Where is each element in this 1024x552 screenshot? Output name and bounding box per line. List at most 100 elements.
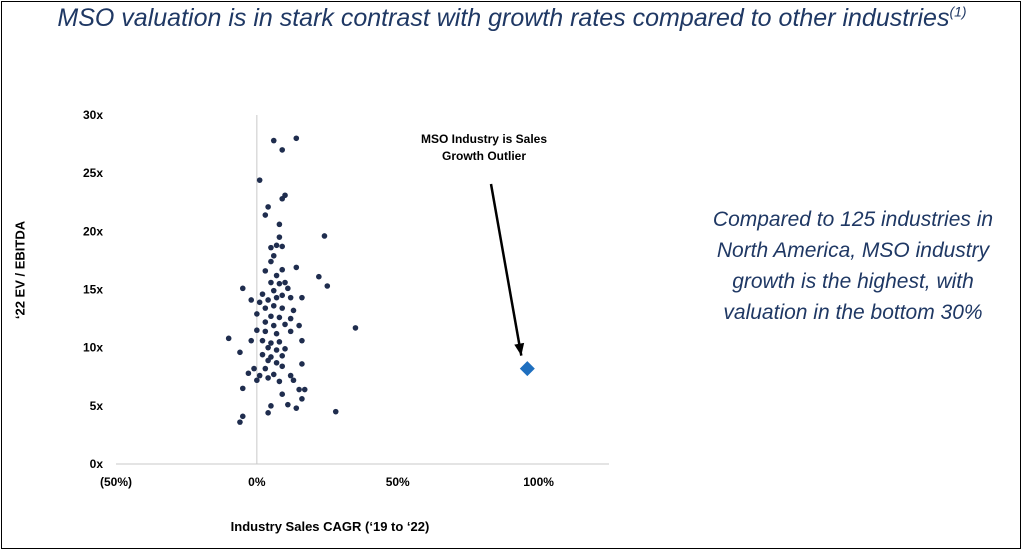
scatter-point bbox=[254, 311, 260, 317]
scatter-point bbox=[265, 410, 271, 416]
annotation-arrowhead bbox=[514, 342, 525, 356]
scatter-point bbox=[276, 314, 283, 321]
scatter-point bbox=[259, 337, 266, 344]
scatter-point bbox=[285, 401, 291, 408]
scatter-point bbox=[254, 327, 260, 334]
scatter-point bbox=[352, 325, 359, 331]
scatter-point bbox=[296, 386, 302, 393]
scatter-point bbox=[321, 233, 328, 239]
slide-title-text: MSO valuation is in stark contrast with … bbox=[57, 4, 950, 32]
scatter-point bbox=[265, 357, 271, 364]
scatter-point bbox=[299, 294, 305, 301]
scatter-point bbox=[237, 419, 243, 425]
scatter-point bbox=[245, 370, 252, 377]
x-tick-label: 50% bbox=[386, 475, 410, 489]
scatter-point bbox=[256, 299, 263, 306]
scatter-point bbox=[270, 137, 277, 144]
outlier-point bbox=[519, 361, 535, 377]
x-tick-label: 100% bbox=[523, 475, 554, 489]
scatter-point bbox=[279, 363, 286, 370]
scatter-point bbox=[256, 372, 263, 379]
scatter-point bbox=[270, 371, 277, 378]
scatter-point bbox=[225, 335, 232, 342]
y-tick-label: 10x bbox=[83, 341, 103, 355]
scatter-point bbox=[279, 266, 286, 273]
scatter-point bbox=[279, 292, 286, 299]
scatter-point bbox=[251, 365, 257, 372]
scatter-point bbox=[239, 385, 246, 392]
scatter-point bbox=[262, 365, 269, 372]
scatter-point bbox=[273, 347, 280, 353]
scatter-point bbox=[239, 413, 246, 420]
y-tick-label: 15x bbox=[83, 283, 103, 297]
scatter-point bbox=[279, 243, 286, 250]
scatter-point bbox=[259, 291, 266, 297]
y-tick-label: 25x bbox=[83, 166, 103, 180]
scatter-point bbox=[276, 378, 283, 385]
scatter-point bbox=[276, 221, 283, 228]
scatter-point bbox=[299, 361, 305, 367]
scatter-point bbox=[254, 377, 260, 384]
scatter-point bbox=[293, 264, 300, 271]
scatter-point bbox=[265, 344, 271, 351]
scatter-point bbox=[279, 391, 286, 398]
scatter-point bbox=[265, 204, 271, 210]
scatter-point bbox=[268, 340, 274, 346]
scatter-point bbox=[282, 279, 288, 286]
scatter-point bbox=[287, 315, 294, 322]
scatter-point bbox=[270, 287, 277, 294]
scatter-point bbox=[268, 313, 274, 320]
scatter-point bbox=[248, 337, 255, 344]
scatter-point bbox=[290, 307, 297, 314]
scatter-point bbox=[270, 322, 277, 329]
scatter-point bbox=[259, 351, 266, 358]
x-axis-label: Industry Sales CAGR (‘19 to ‘22) bbox=[230, 519, 430, 534]
y-tick-label: 0x bbox=[90, 457, 104, 471]
annotation-arrow-line bbox=[489, 183, 523, 356]
scatter-point bbox=[268, 279, 274, 286]
slide-title: MSO valuation is in stark contrast with … bbox=[0, 4, 1024, 33]
y-tick-label: 20x bbox=[83, 224, 103, 238]
scatter-point bbox=[265, 297, 271, 303]
scatter-point bbox=[287, 328, 294, 335]
scatter-point bbox=[282, 346, 288, 352]
scatter-point bbox=[262, 268, 269, 274]
scatter-point bbox=[293, 135, 300, 142]
scatter-point bbox=[268, 403, 274, 409]
scatter-point bbox=[276, 234, 283, 240]
scatter-point bbox=[268, 258, 274, 265]
scatter-point bbox=[273, 294, 280, 301]
scatter-point bbox=[301, 386, 308, 393]
scatter-point bbox=[262, 319, 269, 325]
annotation-line-2: Growth Outlier bbox=[441, 149, 526, 163]
scatter-point bbox=[316, 273, 322, 280]
scatter-point bbox=[239, 285, 246, 292]
x-tick-label: (50%) bbox=[100, 475, 132, 489]
scatter-point bbox=[265, 375, 271, 381]
scatter-point bbox=[276, 280, 283, 287]
x-tick-label: 0% bbox=[248, 475, 266, 489]
scatter-point bbox=[296, 322, 302, 329]
scatter-point bbox=[285, 285, 291, 292]
scatter-point bbox=[290, 377, 297, 384]
y-tick-label: 30x bbox=[83, 108, 103, 122]
scatter-point bbox=[270, 252, 277, 259]
annotation-line-1: MSO Industry is Sales bbox=[420, 132, 548, 146]
outlier-annotation: MSO Industry is Sales Growth Outlier bbox=[421, 131, 547, 165]
scatter-point bbox=[293, 405, 300, 411]
scatter-point bbox=[273, 242, 280, 249]
scatter-point bbox=[299, 337, 305, 344]
scatter-point bbox=[282, 321, 288, 328]
scatter-point bbox=[273, 272, 280, 279]
scatter-point bbox=[270, 302, 277, 309]
y-tick-label: 5x bbox=[90, 399, 104, 413]
scatter-point bbox=[262, 212, 269, 218]
callout-text: Compared to 125 industries in North Amer… bbox=[712, 208, 994, 324]
scatter-point bbox=[279, 353, 286, 359]
scatter-point bbox=[287, 294, 294, 301]
scatter-point bbox=[256, 177, 263, 183]
scatter-point bbox=[279, 195, 286, 202]
y-axis-label: ‘22 EV / EBITDA bbox=[12, 220, 28, 320]
scatter-point bbox=[299, 396, 305, 402]
scatter-point bbox=[276, 339, 283, 345]
